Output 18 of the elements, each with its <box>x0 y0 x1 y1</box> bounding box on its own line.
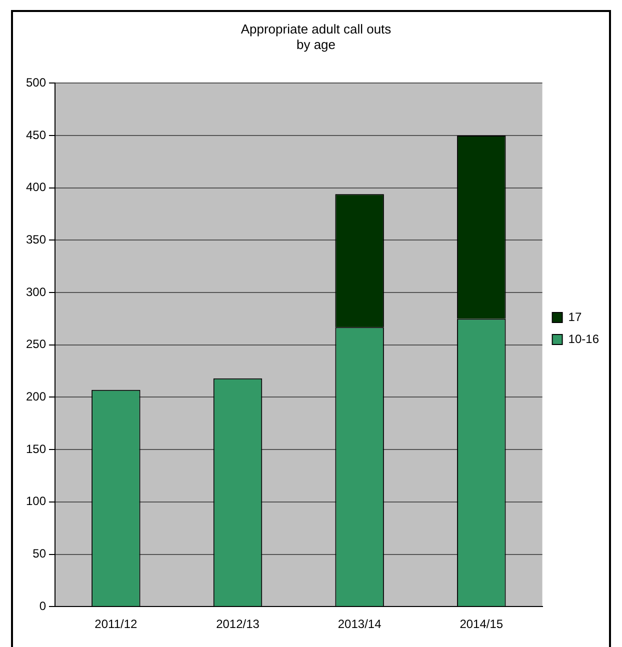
y-tick-label: 0 <box>39 598 46 613</box>
legend-label: 10-16 <box>568 332 600 346</box>
y-tick-label: 100 <box>26 494 46 508</box>
chart-title: Appropriate adult call outs by age <box>240 21 392 52</box>
x-tick-label: 2012/13 <box>216 617 260 632</box>
x-tick-label: 2011/12 <box>94 617 138 632</box>
x-tick-label: 2013/14 <box>338 617 382 632</box>
y-tick-label: 300 <box>26 284 46 299</box>
y-tick-label: 150 <box>26 442 46 456</box>
y-tick-label: 500 <box>26 76 46 90</box>
legend-label: 17 <box>568 310 582 324</box>
y-tick-label: 400 <box>26 180 46 194</box>
y-tick-label: 200 <box>26 390 46 404</box>
x-tick-label: 2014/15 <box>460 617 504 632</box>
y-tick-label: 450 <box>26 128 46 142</box>
y-tick-label: 250 <box>26 337 46 352</box>
y-tick-label: 350 <box>26 232 46 247</box>
y-tick-label: 50 <box>32 546 46 561</box>
